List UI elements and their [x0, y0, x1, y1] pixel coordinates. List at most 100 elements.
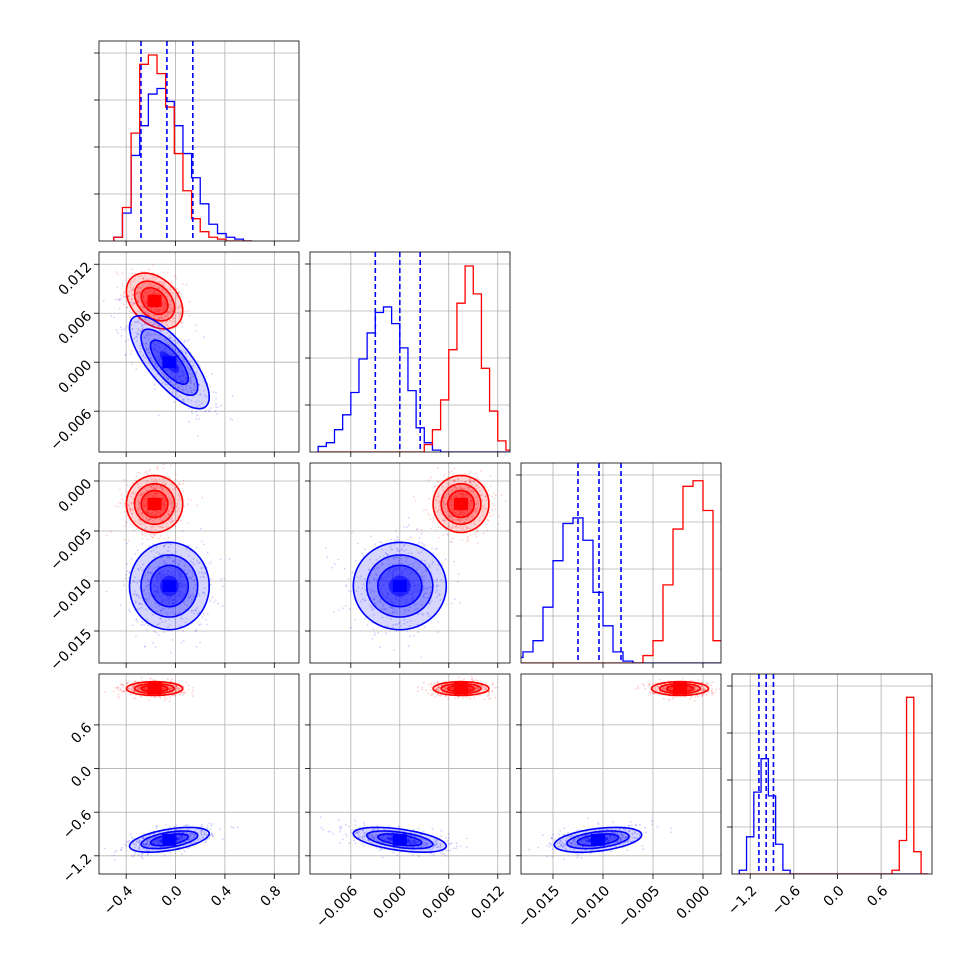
x-tick-label-col3: 0.000: [674, 883, 714, 923]
density-peak-series_b: [591, 833, 605, 846]
contour-series_b: [365, 830, 434, 850]
contour-series_b: [140, 554, 199, 618]
panel-frame: [309, 462, 511, 664]
y-tick-label-row4: 0.6: [68, 720, 95, 747]
contour-series_b: [128, 541, 211, 631]
density-peak-series_a: [454, 682, 469, 695]
contour-series_b: [576, 833, 620, 847]
contour-series_b: [365, 554, 434, 618]
x-tick-label-col2: 0.000: [370, 883, 410, 923]
panel-frame: [520, 673, 722, 875]
contour-series_a: [133, 280, 176, 322]
x-tick-label-col1: 0.8: [258, 883, 285, 910]
contour-series_a: [125, 272, 184, 330]
y-tick-label-row3: 0.000: [56, 476, 96, 516]
contour-series_b: [376, 564, 423, 608]
y-tick-label-row2: 0.000: [56, 357, 96, 397]
scatter-panel-4-2: [305, 673, 511, 879]
contour-series_b: [376, 833, 423, 847]
hist-panel-4: [727, 673, 933, 879]
panel-frame: [309, 251, 511, 453]
histogram-series_a: [113, 54, 253, 241]
panel-frame: [731, 673, 933, 875]
y-tick-label-row3: −0.015: [47, 626, 95, 674]
contour-series_a: [140, 489, 169, 519]
contour-series_b: [566, 830, 630, 850]
hist-panel-3: [516, 462, 722, 668]
contour-series_b: [149, 564, 190, 608]
density-peak-series_a: [147, 498, 162, 510]
panel-frame: [520, 462, 722, 664]
histogram-series_a: [739, 696, 929, 874]
panel-frame: [98, 462, 300, 664]
histogram-series_b: [317, 306, 510, 452]
scatter-panel-4-1: [94, 673, 300, 879]
scatter-panel-3-1: [94, 462, 300, 668]
contour-series_a: [133, 682, 176, 695]
y-tick-label-row4: −0.6: [60, 807, 95, 842]
contour-series_b: [140, 328, 199, 396]
density-peak-series_b: [162, 356, 177, 369]
histogram-series_a: [318, 265, 510, 452]
x-tick-label-col3: −0.005: [615, 883, 663, 931]
contour-series_a: [659, 682, 702, 695]
y-tick-label-row2: 0.006: [56, 308, 96, 348]
contour-series_b: [140, 830, 199, 850]
x-tick-label-col1: −0.4: [101, 883, 136, 918]
x-tick-label-col3: −0.010: [565, 883, 613, 931]
hist-panel-2: [305, 251, 511, 457]
x-tick-label-col1: 0.4: [208, 883, 235, 910]
density-peak-series_a: [147, 294, 162, 307]
y-tick-label-row2: 0.012: [56, 259, 96, 299]
contour-series_b: [352, 826, 448, 853]
panel-frame: [98, 40, 300, 242]
histogram-series_b: [738, 758, 929, 874]
scatter-panel-2-1: [94, 251, 300, 457]
density-peak-series_a: [454, 498, 469, 510]
panel-frame: [98, 251, 300, 453]
contour-series_a: [125, 680, 184, 697]
contour-series_a: [440, 483, 482, 526]
histogram-series_a: [521, 480, 721, 663]
density-peak-series_b: [392, 580, 407, 592]
contour-series_a: [446, 489, 475, 519]
density-peak-series_b: [162, 833, 177, 846]
contour-series_a: [133, 483, 176, 526]
histogram-series_b: [521, 517, 721, 663]
contour-series_a: [140, 287, 169, 315]
y-tick-label-row3: −0.010: [47, 576, 95, 624]
x-tick-label-col2: 0.012: [468, 883, 508, 923]
hist-panel-1: [94, 40, 300, 246]
contour-series_a: [650, 680, 710, 697]
histogram-series_b: [113, 87, 253, 241]
x-tick-label-col3: −0.015: [515, 883, 563, 931]
contour-series_b: [149, 833, 190, 847]
contour-series_b: [352, 541, 448, 631]
contour-series_b: [128, 314, 211, 410]
x-tick-label-col4: −0.6: [769, 883, 804, 918]
x-tick-label-col2: −0.006: [313, 883, 361, 931]
panel-frame: [309, 673, 511, 875]
density-peak-series_b: [162, 580, 177, 592]
x-tick-label-col4: −1.2: [725, 883, 760, 918]
panel-frame: [98, 673, 300, 875]
y-tick-label-row3: −0.005: [47, 526, 95, 574]
contour-series_a: [432, 680, 490, 697]
density-peak-series_a: [673, 682, 687, 695]
contour-series_b: [553, 826, 643, 854]
contour-series_a: [432, 474, 490, 534]
scatter-panel-4-3: [516, 673, 722, 879]
x-tick-label-col4: 0.0: [821, 883, 848, 910]
x-tick-label-col4: 0.6: [864, 883, 891, 910]
contour-series_b: [128, 826, 211, 853]
density-peak-series_a: [147, 682, 162, 695]
x-tick-label-col2: 0.006: [419, 883, 459, 923]
contour-series_b: [149, 339, 190, 385]
contour-series_a: [440, 682, 482, 695]
x-tick-label-col1: 0.0: [159, 883, 186, 910]
y-tick-label-row2: −0.006: [47, 406, 95, 454]
density-peak-series_b: [392, 833, 407, 846]
y-tick-label-row4: 0.0: [68, 764, 95, 791]
y-tick-label-row4: −1.2: [60, 851, 95, 886]
